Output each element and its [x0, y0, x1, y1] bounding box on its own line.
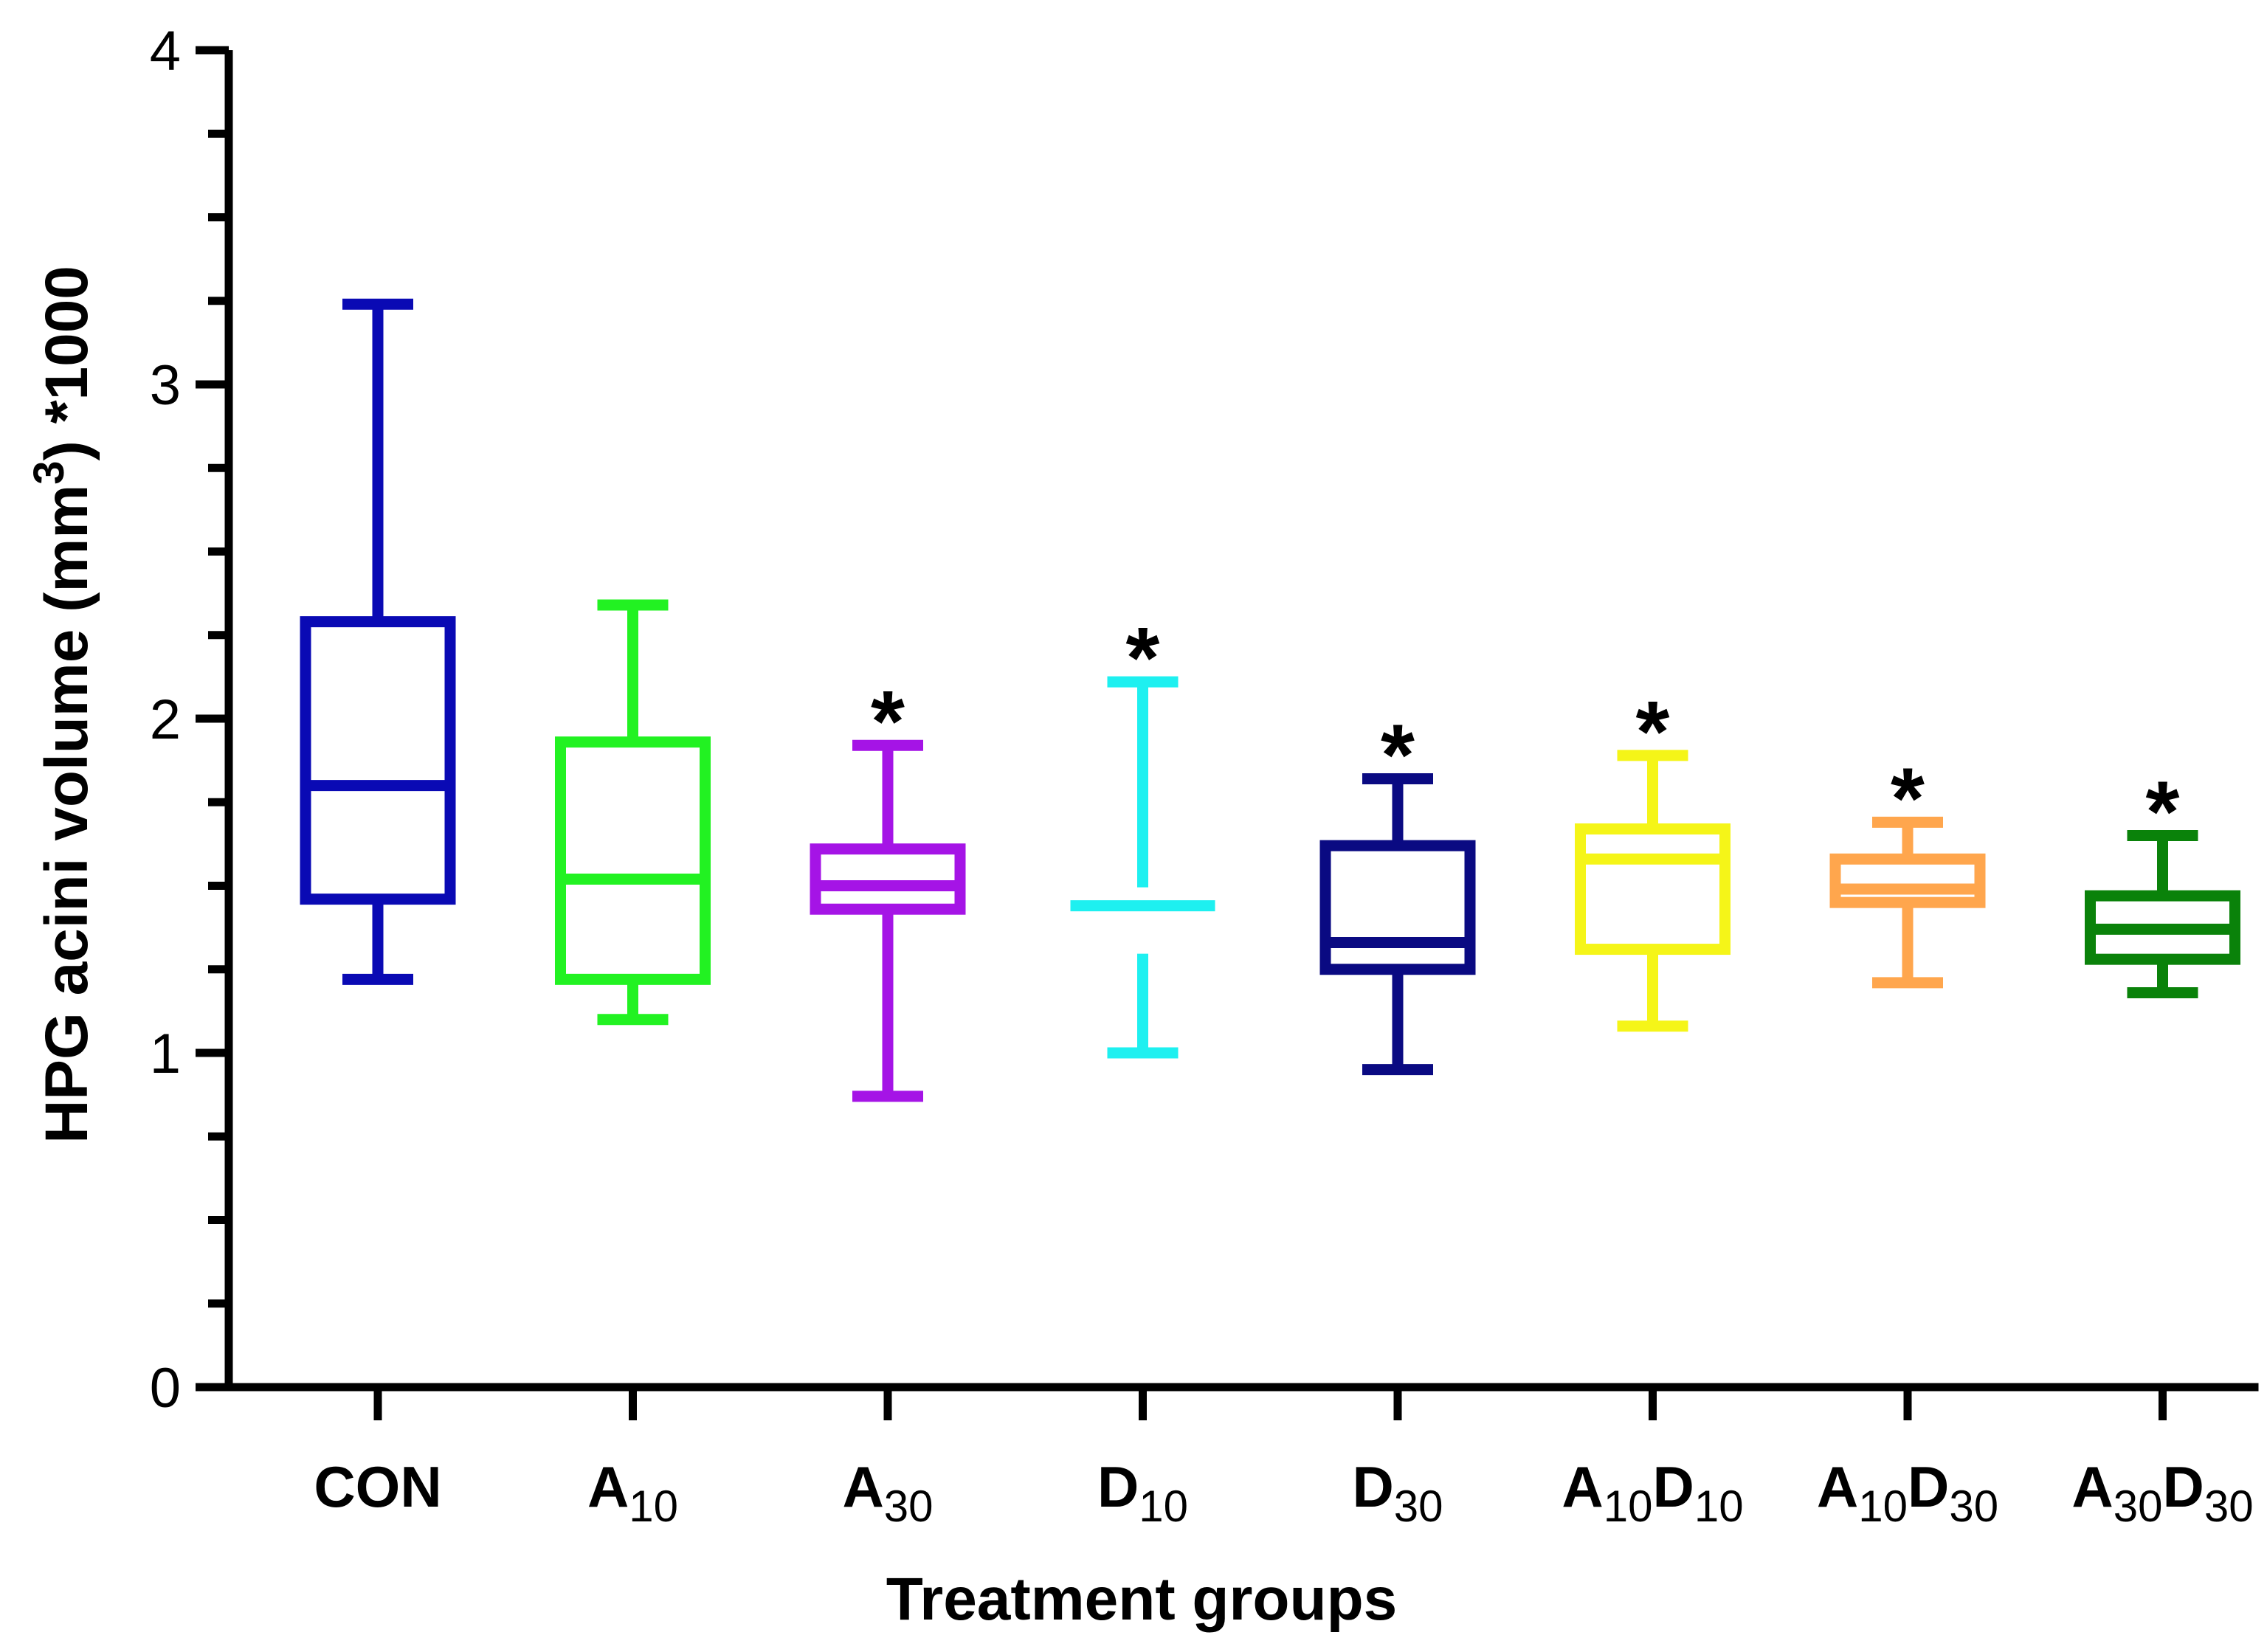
iqr-box — [1575, 823, 1731, 955]
x-axis: CON A10​ A30​ D10​ D30​ A10​D10​ A10​D30​ A30​D… — [225, 1383, 2259, 1531]
x-axis-title: Treatment groups — [886, 1566, 1398, 1633]
significance-markers: * * * * * * — [871, 609, 2180, 860]
box-a30d30 — [2085, 830, 2240, 998]
box-d30 — [1319, 773, 1476, 1076]
y-tick-label: 0 — [150, 1357, 181, 1420]
significance-star: * — [1636, 683, 1670, 781]
iqr-box — [1319, 840, 1476, 975]
box-d10 — [1070, 676, 1215, 1059]
x-tick-label: A30​ — [842, 1454, 933, 1531]
iqr-box — [1829, 853, 1986, 908]
x-tick-label: A10​D30​ — [1817, 1454, 1998, 1531]
significance-star: * — [1891, 750, 1925, 847]
iqr-box — [555, 736, 711, 985]
x-tick-label: D10​ — [1097, 1454, 1188, 1531]
y-tick-label: 2 — [150, 688, 181, 751]
box-con — [300, 298, 456, 985]
x-tick-label: D30​ — [1352, 1454, 1443, 1531]
x-tick-label: CON — [314, 1454, 441, 1519]
x-tick-label: A10​D10​ — [1562, 1454, 1743, 1531]
box-a10d30 — [1829, 816, 1986, 989]
significance-star: * — [2146, 764, 2180, 861]
significance-star: * — [1126, 609, 1160, 707]
y-tick-label: 3 — [150, 354, 181, 417]
y-axis: 0 1 2 3 4 — [150, 20, 233, 1420]
box-series — [300, 298, 2240, 1102]
x-tick-label: A10​ — [587, 1454, 678, 1531]
iqr-box — [300, 616, 456, 905]
x-tick-label: A30​D30​ — [2071, 1454, 2253, 1531]
iqr-box — [810, 843, 966, 915]
box-a10 — [555, 599, 711, 1026]
y-axis-title: HPG acini volume (mm3) *1000 — [25, 266, 100, 1144]
significance-star: * — [871, 673, 905, 770]
box-a10d10 — [1575, 750, 1731, 1032]
y-tick-label: 4 — [150, 20, 181, 83]
box-a30 — [810, 739, 966, 1102]
y-tick-label: 1 — [150, 1023, 181, 1085]
significance-star: * — [1381, 707, 1415, 804]
